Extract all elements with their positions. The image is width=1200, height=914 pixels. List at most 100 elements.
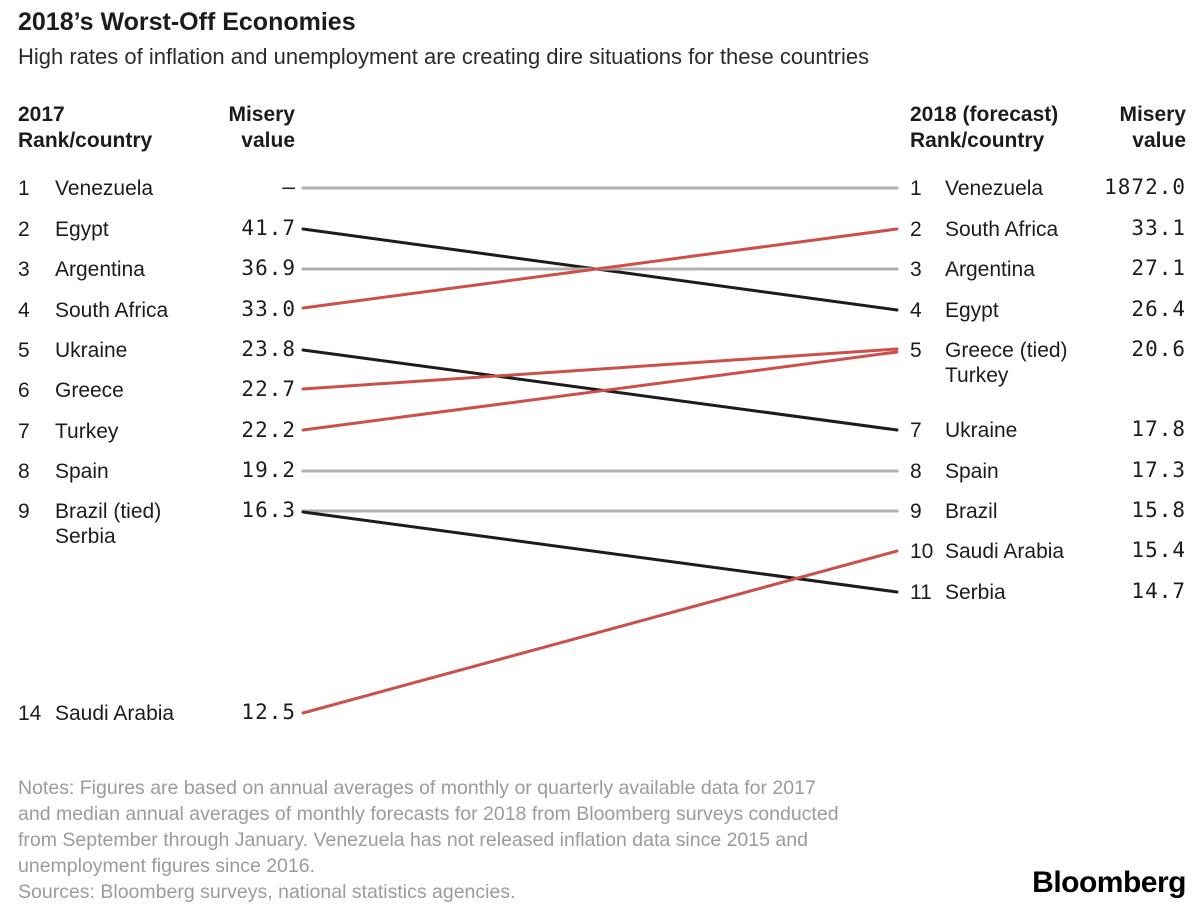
- misery-value: –: [282, 175, 296, 199]
- misery-value: 20.6: [1131, 337, 1186, 361]
- rank-label: 9: [18, 500, 30, 523]
- slope-line-greece: [301, 347, 899, 391]
- misery-value: 15.8: [1131, 498, 1186, 522]
- misery-value: 22.7: [241, 377, 296, 401]
- sources-line: Sources: Bloomberg surveys, national sta…: [18, 881, 516, 903]
- note-line: unemployment figures since 2016.: [18, 855, 316, 877]
- note-line: and median annual averages of monthly fo…: [18, 803, 839, 825]
- table-row-2017-south-africa: 4 South Africa 33.0: [18, 297, 296, 350]
- rank-label: 7: [910, 419, 922, 442]
- right-year-label: 2018 (forecast): [910, 103, 1059, 126]
- country-label: Brazil (tied) Serbia: [55, 499, 161, 549]
- left-rank-column-header: 2017 Rank/country: [18, 102, 152, 154]
- misery-value: 12.5: [241, 700, 296, 724]
- table-row-2018-greece-turkey: 5 Greece (tied) Turkey 20.6: [910, 337, 1186, 390]
- country-name-2: Turkey: [945, 364, 1009, 387]
- left-rank-country-label: Rank/country: [18, 129, 153, 152]
- table-row-2018-venezuela: 1 Venezuela 1872.0: [910, 175, 1186, 228]
- country-label: Egypt: [55, 217, 109, 242]
- note-line: Notes: Figures are based on annual avera…: [18, 777, 816, 799]
- rank-label: 8: [910, 460, 922, 483]
- misery-value: 19.2: [241, 458, 296, 482]
- right-rank-country-label: Rank/country: [910, 129, 1045, 152]
- table-row-2017-saudi-arabia: 14 Saudi Arabia 12.5: [18, 700, 296, 753]
- rank-label: 4: [910, 299, 922, 322]
- right-misery-label: Misery: [1119, 103, 1186, 126]
- rank-label: 1: [910, 177, 922, 200]
- country-name: Greece: [55, 379, 124, 402]
- table-row-2017-turkey: 7 Turkey 22.2: [18, 418, 296, 471]
- slope-line-turkey: [301, 350, 899, 432]
- table-row-2018-brazil: 9 Brazil 15.8: [910, 498, 1186, 551]
- country-label: Saudi Arabia: [945, 539, 1064, 564]
- country-name: Brazil (tied): [55, 500, 162, 523]
- table-row-2018-ukraine: 7 Ukraine 17.8: [910, 417, 1186, 470]
- table-row-2018-serbia: 11 Serbia 14.7: [910, 579, 1186, 632]
- bloomberg-logo: Bloomberg: [1032, 866, 1186, 899]
- misery-value: 36.9: [241, 256, 296, 280]
- country-label: Serbia: [945, 580, 1006, 605]
- rank-label: 4: [18, 299, 30, 322]
- rank-label: 14: [18, 702, 42, 725]
- country-label: Brazil: [945, 499, 998, 524]
- table-row-2017-spain: 8 Spain 19.2: [18, 458, 296, 511]
- table-row-2018-spain: 8 Spain 17.3: [910, 458, 1186, 511]
- table-row-2018-saudi-arabia: 10 Saudi Arabia 15.4: [910, 538, 1186, 591]
- chart-subtitle: High rates of inflation and unemployment…: [18, 44, 870, 69]
- note-line: from September through January. Venezuel…: [18, 829, 808, 851]
- right-value-label: value: [1132, 129, 1186, 152]
- country-name: Spain: [945, 460, 999, 483]
- country-name: Turkey: [55, 420, 119, 443]
- country-name: Saudi Arabia: [945, 540, 1065, 563]
- rank-label: 5: [910, 339, 922, 362]
- table-row-2017-brazil-serbia: 9 Brazil (tied) Serbia 16.3: [18, 498, 296, 551]
- country-name: Egypt: [945, 299, 999, 322]
- rank-label: 2: [910, 218, 922, 241]
- misery-value: 22.2: [241, 418, 296, 442]
- country-label: Venezuela: [945, 176, 1043, 201]
- slope-line-ukraine: [301, 348, 899, 432]
- country-label: Ukraine: [945, 418, 1017, 443]
- rank-label: 8: [18, 460, 30, 483]
- table-row-2018-egypt: 4 Egypt 26.4: [910, 297, 1186, 350]
- country-name-2: Serbia: [55, 525, 116, 548]
- country-label: Egypt: [945, 298, 999, 323]
- country-name: South Africa: [945, 218, 1059, 241]
- rank-label: 7: [18, 420, 30, 443]
- country-label: Saudi Arabia: [55, 701, 174, 726]
- country-name: Brazil: [945, 500, 998, 523]
- country-name: Argentina: [945, 258, 1035, 281]
- table-row-2017-venezuela: 1 Venezuela –: [18, 175, 296, 228]
- left-year-label: 2017: [18, 103, 65, 126]
- right-value-column-header: Misery value: [910, 102, 1186, 154]
- misery-value: 14.7: [1131, 579, 1186, 603]
- country-name: Venezuela: [55, 177, 154, 200]
- country-name: Argentina: [55, 258, 145, 281]
- country-name: South Africa: [55, 299, 169, 322]
- misery-value: 16.3: [241, 498, 296, 522]
- table-row-2017-ukraine: 5 Ukraine 23.8: [18, 337, 296, 390]
- country-name: Egypt: [55, 218, 109, 241]
- left-value-column-header: Misery value: [18, 102, 295, 154]
- country-label: Ukraine: [55, 338, 127, 363]
- left-value-label: value: [241, 129, 295, 152]
- country-name: Spain: [55, 460, 109, 483]
- rank-label: 6: [18, 379, 30, 402]
- rank-label: 1: [18, 177, 30, 200]
- country-label: Greece: [55, 378, 124, 403]
- misery-value: 15.4: [1131, 538, 1186, 562]
- table-row-2017-greece: 6 Greece 22.7: [18, 377, 296, 430]
- rank-label: 10: [910, 540, 934, 563]
- misery-value: 27.1: [1131, 256, 1186, 280]
- slope-line-saudi-arabia: [301, 549, 899, 715]
- country-name: Serbia: [945, 581, 1006, 604]
- misery-value: 1872.0: [1104, 175, 1186, 199]
- country-label: Spain: [945, 459, 999, 484]
- rank-label: 9: [910, 500, 922, 523]
- slope-line-south-africa: [301, 227, 899, 310]
- left-misery-label: Misery: [228, 103, 295, 126]
- country-label: Argentina: [55, 257, 145, 282]
- table-row-2018-south-africa: 2 South Africa 33.1: [910, 216, 1186, 269]
- table-row-2017-egypt: 2 Egypt 41.7: [18, 216, 296, 269]
